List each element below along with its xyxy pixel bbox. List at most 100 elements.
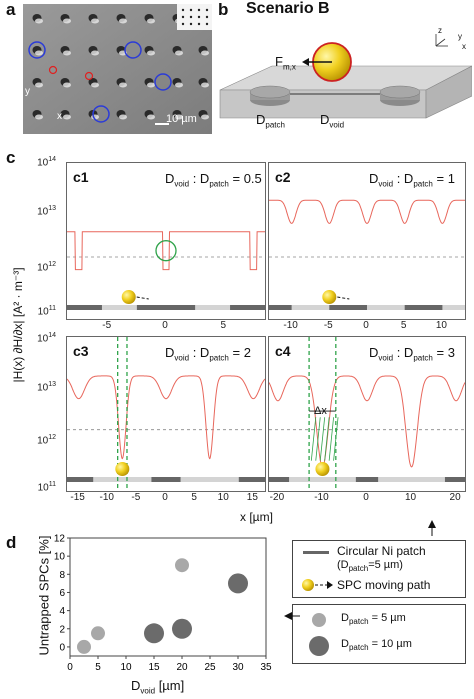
d-xlabel: Dvoid [µm] — [131, 678, 185, 696]
y-tick-label: 4 — [59, 606, 65, 617]
axis-x: x — [462, 42, 466, 51]
plot-c4-label: c4 — [275, 343, 291, 359]
plot-c3-svg — [66, 337, 266, 491]
xtick-c3: 15 — [246, 492, 258, 503]
blue-circle-marker — [154, 73, 172, 91]
c-xlabel: x [µm] — [240, 510, 273, 524]
ni-patch-swatch — [303, 551, 329, 554]
y-tick-label: 8 — [59, 570, 65, 581]
red-circle-marker — [48, 65, 58, 75]
xtick-c1: -5 — [102, 320, 112, 331]
plot-c3: c3 Dvoid : Dpatch = 2 — [66, 336, 266, 492]
data-point-series-2 — [144, 623, 164, 644]
ni-patch-bar — [329, 305, 367, 310]
hatch-line — [333, 417, 339, 461]
spc-path-arrow — [136, 296, 149, 300]
xtick-c2: -5 — [323, 320, 333, 331]
field-curve — [67, 231, 265, 271]
ni-patch-bar — [67, 305, 102, 310]
plot-c2-label: c2 — [275, 169, 291, 185]
ytick-c3-12: 1012 — [37, 434, 56, 447]
data-point-series-1 — [91, 626, 105, 641]
spc-ball — [315, 462, 330, 476]
data-point-series-1 — [77, 639, 91, 654]
plot-c3-label: c3 — [73, 343, 89, 359]
ni-patch-bar — [404, 305, 443, 310]
field-curve — [269, 199, 465, 224]
xtick-c1: 0 — [162, 320, 168, 331]
ytick-c1-14: 1014 — [37, 156, 56, 169]
ni-patch-bar — [444, 477, 465, 482]
ytick-c3-13: 1013 — [37, 381, 56, 394]
panel-label-b: b — [218, 0, 229, 19]
panel-label-c: c — [6, 148, 16, 167]
y-tick-label: 0 — [59, 642, 65, 653]
x-tick-label: 25 — [204, 662, 216, 673]
d-patch-label: Dpatch — [256, 112, 285, 130]
spc-path-icon — [302, 579, 333, 591]
blue-circle-marker — [124, 41, 142, 59]
xtick-c4: -10 — [314, 492, 329, 503]
spc-ball — [121, 290, 136, 304]
ytick-c3-11: 1011 — [37, 481, 56, 494]
xtick-c2: 0 — [363, 320, 369, 331]
plot-c4: c4 Dvoid : Dpatch = 3 Δx — [268, 336, 466, 492]
xtick-c2: -10 — [283, 320, 298, 331]
x-tick-label: 30 — [232, 662, 244, 673]
legend-dot-5 — [312, 613, 326, 627]
micrograph-svg — [23, 4, 212, 134]
legend-dot-10 — [309, 636, 329, 656]
ni-patch-note: (Dpatch=5 µm) — [337, 559, 403, 574]
min-highlight-circle — [155, 240, 177, 262]
x-tick-label: 35 — [260, 662, 272, 673]
axis-y: y — [458, 32, 462, 41]
delta-x-label: Δx — [314, 405, 327, 417]
plot-c1-svg — [67, 231, 265, 310]
hatch-line — [328, 417, 334, 461]
xtick-c4: 10 — [404, 492, 417, 503]
xtick-c4: 0 — [363, 492, 369, 503]
force-label: Fm,x — [275, 54, 296, 72]
ni-patch-bar — [67, 477, 94, 482]
plot-c2-ratio: Dvoid : Dpatch = 1 — [369, 171, 455, 189]
ytick-c1-11: 1011 — [37, 305, 56, 318]
plot-c1: c1 Dvoid : Dpatch = 0.5 — [66, 162, 266, 320]
xtick-c4: -20 — [269, 492, 285, 503]
x-tick-label: 5 — [95, 662, 101, 673]
xtick-c2: 5 — [400, 320, 407, 331]
x-tick-label: 20 — [176, 662, 188, 673]
ni-patch-bar — [238, 477, 265, 482]
field-curve — [66, 375, 266, 460]
y-tick-label: 6 — [59, 588, 65, 599]
legend-dpatch-10: Dpatch = 10 µm — [341, 638, 412, 653]
y-tick-label: 12 — [54, 534, 66, 545]
plot-c1-label: c1 — [73, 169, 89, 185]
panel-label-d: d — [6, 533, 17, 552]
legend-dots — [309, 613, 329, 656]
xtick-c3: -10 — [99, 492, 114, 503]
xtick-c4: 20 — [449, 492, 461, 503]
data-point-series-2 — [228, 573, 248, 594]
axis-y-label: y — [25, 86, 30, 97]
ni-patch-bar — [230, 305, 265, 310]
ni-patch-bar — [355, 477, 379, 482]
legend-dpatch-5: Dpatch = 5 µm — [341, 612, 406, 627]
y-tick-label: 2 — [59, 624, 65, 635]
micrograph: 10 µm x y — [23, 4, 212, 134]
blue-circle-marker — [28, 41, 46, 59]
blue-circle-marker — [92, 105, 110, 123]
axis-x-label: x — [57, 111, 62, 122]
plot-c1-ratio: Dvoid : Dpatch = 0.5 — [165, 171, 262, 189]
plot-c3-ratio: Dvoid : Dpatch = 2 — [165, 345, 251, 363]
red-circle-marker — [84, 71, 94, 81]
scatter-chart: 0 5 10 15 20 25 30 35 0 2 4 6 8 10 12 — [54, 534, 272, 673]
plot-c4-ratio: Dvoid : Dpatch = 3 — [369, 345, 455, 363]
ytick-c1-12: 1012 — [37, 261, 56, 274]
plot-c4-svg — [268, 337, 466, 491]
ni-patch-bar — [151, 477, 181, 482]
hatch-line — [324, 417, 330, 461]
c-ylabel: |H(x) ∂H/∂x| [A² · m⁻³] — [11, 267, 25, 383]
spc-ball — [115, 462, 130, 476]
ytick-c3-14: 1014 — [37, 332, 56, 345]
scale-bar-label: 10 µm — [166, 113, 197, 125]
